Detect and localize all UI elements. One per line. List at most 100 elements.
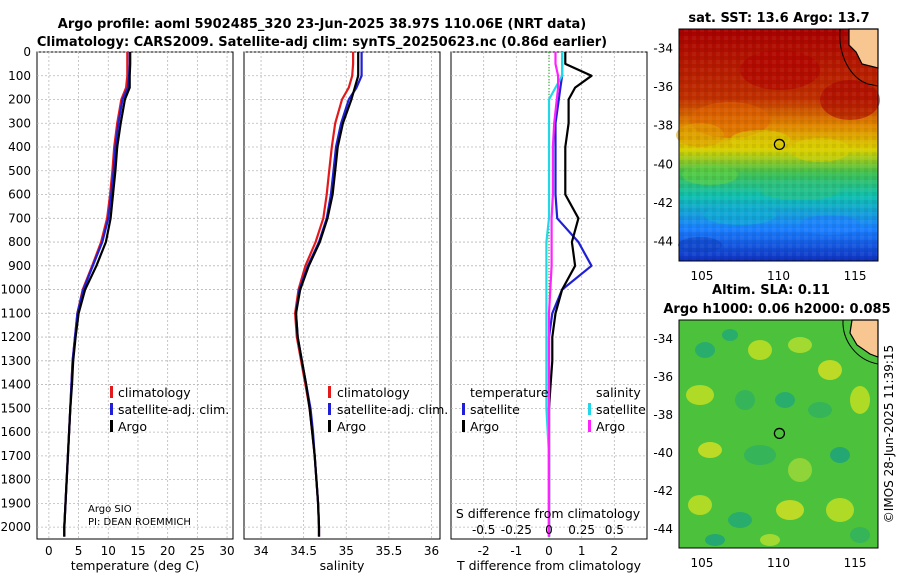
- top-tick-label: 0.5: [605, 523, 624, 537]
- sla-texture-patch: [705, 534, 725, 546]
- y-tick-label: 1200: [0, 330, 31, 344]
- sla-texture-patch: [788, 458, 812, 482]
- y-tick-label: 1100: [0, 306, 31, 320]
- salinity-xlabel: salinity: [320, 558, 365, 573]
- y-tick-label: 1800: [0, 473, 31, 487]
- sla-texture-patch: [744, 445, 776, 465]
- sst-texture: [679, 29, 878, 261]
- legend-swatch-sal-satellite: [588, 403, 591, 415]
- x-tick-label: 34.5: [290, 544, 317, 558]
- x-tick-label: 0: [45, 544, 53, 558]
- temperature-panel: 0100200300400500600700800900100011001200…: [0, 45, 234, 573]
- series-line-salinity-argo: [547, 52, 560, 537]
- top-tick-label: -0.25: [501, 523, 532, 537]
- y-tick-label: 900: [8, 259, 31, 273]
- y-tick-label: 1600: [0, 425, 31, 439]
- figure-title-line2: Climatology: CARS2009. Satellite-adj cli…: [37, 35, 607, 50]
- x-tick-label: 0: [545, 544, 553, 558]
- x-tick-label: 35.5: [376, 544, 403, 558]
- y-tick-label: 1700: [0, 449, 31, 463]
- legend-swatch-climatology: [328, 386, 331, 398]
- x-tick-label: 25: [190, 544, 205, 558]
- lat-tick-label: -38: [653, 119, 673, 133]
- x-tick-label: -1: [510, 544, 522, 558]
- lon-tick-label: 115: [844, 269, 867, 283]
- x-tick-label: 2: [611, 544, 619, 558]
- legend-title-temperature: temperature: [470, 385, 549, 400]
- lat-tick-label: -40: [653, 157, 673, 171]
- lat-tick-label: -36: [653, 80, 673, 94]
- legend-label-argo: Argo: [337, 419, 366, 434]
- y-tick-label: 200: [8, 93, 31, 107]
- y-tick-label: 1900: [0, 496, 31, 510]
- difference-panel: -2 -1 0 1 2 T difference from climatology S …: [450, 51, 648, 573]
- y-tick-label: 1300: [0, 354, 31, 368]
- legend-swatch-argo: [110, 420, 113, 432]
- sla-texture-patch: [728, 512, 752, 528]
- sst-argo-position-marker: [773, 138, 786, 151]
- sla-texture-patch: [698, 442, 722, 458]
- y-tick-label: 700: [8, 211, 31, 225]
- top-tick-label: 0.25: [568, 523, 595, 537]
- y-tick-label: 600: [8, 188, 31, 202]
- imos-credit: ©IMOS 28-Jun-2025 11:39:15: [882, 345, 896, 523]
- legend-swatch-temp-satellite: [462, 403, 465, 415]
- legend-label-climatology: climatology: [337, 385, 410, 400]
- argo-pi: PI: DEAN ROEMMICH: [88, 517, 191, 528]
- x-tick-label: 1: [578, 544, 586, 558]
- lon-tick-label: 105: [691, 269, 714, 283]
- legend-swatch-sal-argo: [588, 420, 591, 432]
- x-tick-label: 15: [130, 544, 145, 558]
- sla-texture-patch: [735, 390, 755, 410]
- sla-texture-patch: [686, 385, 714, 405]
- lon-tick-label: 105: [691, 556, 714, 570]
- sla-texture-patch: [788, 337, 812, 353]
- sla-texture-patch: [850, 527, 870, 543]
- x-tick-label: 35: [339, 544, 354, 558]
- legend-label-satellite: satellite-adj. clim.: [118, 402, 229, 417]
- y-tick-label: 800: [8, 235, 31, 249]
- sst-map-frame: [678, 28, 879, 262]
- y-tick-label: 500: [8, 164, 31, 178]
- legend-label-sal-satellite: satellite: [596, 402, 646, 417]
- salinity-legend: climatology satellite-adj. clim. Argo: [328, 385, 448, 434]
- sst-map: sat. SST: 13.6 Argo: 13.7 -34 -36 -38 -40 -4…: [653, 11, 880, 283]
- sla-texture-patch: [818, 360, 842, 380]
- argo-institution: Argo SIO: [88, 504, 132, 515]
- temperature-legend: climatology satellite-adj. clim. Argo: [110, 385, 229, 434]
- lat-tick-label: -38: [653, 408, 673, 422]
- y-tick-label: 1500: [0, 401, 31, 415]
- sla-texture-patch: [775, 392, 795, 408]
- temperature-axes-box: [36, 51, 234, 540]
- legend-swatch-satellite: [328, 403, 331, 415]
- sla-map-title-line2: Argo h1000: 0.06 h2000: 0.085: [663, 302, 890, 317]
- salinity-axes-box: [243, 51, 441, 540]
- sla-texture-patch: [722, 329, 738, 341]
- sla-map-title-line1: Altim. SLA: 0.11: [712, 283, 830, 298]
- figure-title-line1: Argo profile: aoml 5902485_320 23-Jun-20…: [58, 17, 586, 32]
- salinity-panel: 34 34.5 35 35.5 36 salinity climatology sate…: [243, 51, 448, 573]
- temperature-xlabel: temperature (deg C): [71, 558, 200, 573]
- sla-map: Altim. SLA: 0.11 Argo h1000: 0.06 h2000:…: [653, 283, 890, 570]
- sst-map-title: sat. SST: 13.6 Argo: 13.7: [688, 11, 869, 26]
- top-tick-label: 0: [545, 523, 553, 537]
- legend-label-temp-satellite: satellite: [470, 402, 520, 417]
- sla-texture-patch: [688, 495, 712, 515]
- legend-title-salinity: salinity: [596, 385, 641, 400]
- legend-swatch-satellite: [110, 403, 113, 415]
- sla-argo-position-marker: [773, 427, 786, 440]
- legend-label-argo: Argo: [118, 419, 147, 434]
- legend-label-sal-argo: Argo: [596, 419, 625, 434]
- y-tick-label: 1400: [0, 378, 31, 392]
- legend-swatch-climatology: [110, 386, 113, 398]
- lat-tick-label: -34: [653, 332, 673, 346]
- lat-tick-label: -40: [653, 446, 673, 460]
- sla-map-frame: [678, 319, 879, 549]
- y-tick-label: 300: [8, 116, 31, 130]
- x-tick-label: 34: [253, 544, 268, 558]
- series-line-argo: [63, 52, 132, 537]
- lat-tick-label: -44: [653, 522, 673, 536]
- legend-swatch-temp-argo: [462, 420, 465, 432]
- difference-xlabel: T difference from climatology: [456, 558, 642, 573]
